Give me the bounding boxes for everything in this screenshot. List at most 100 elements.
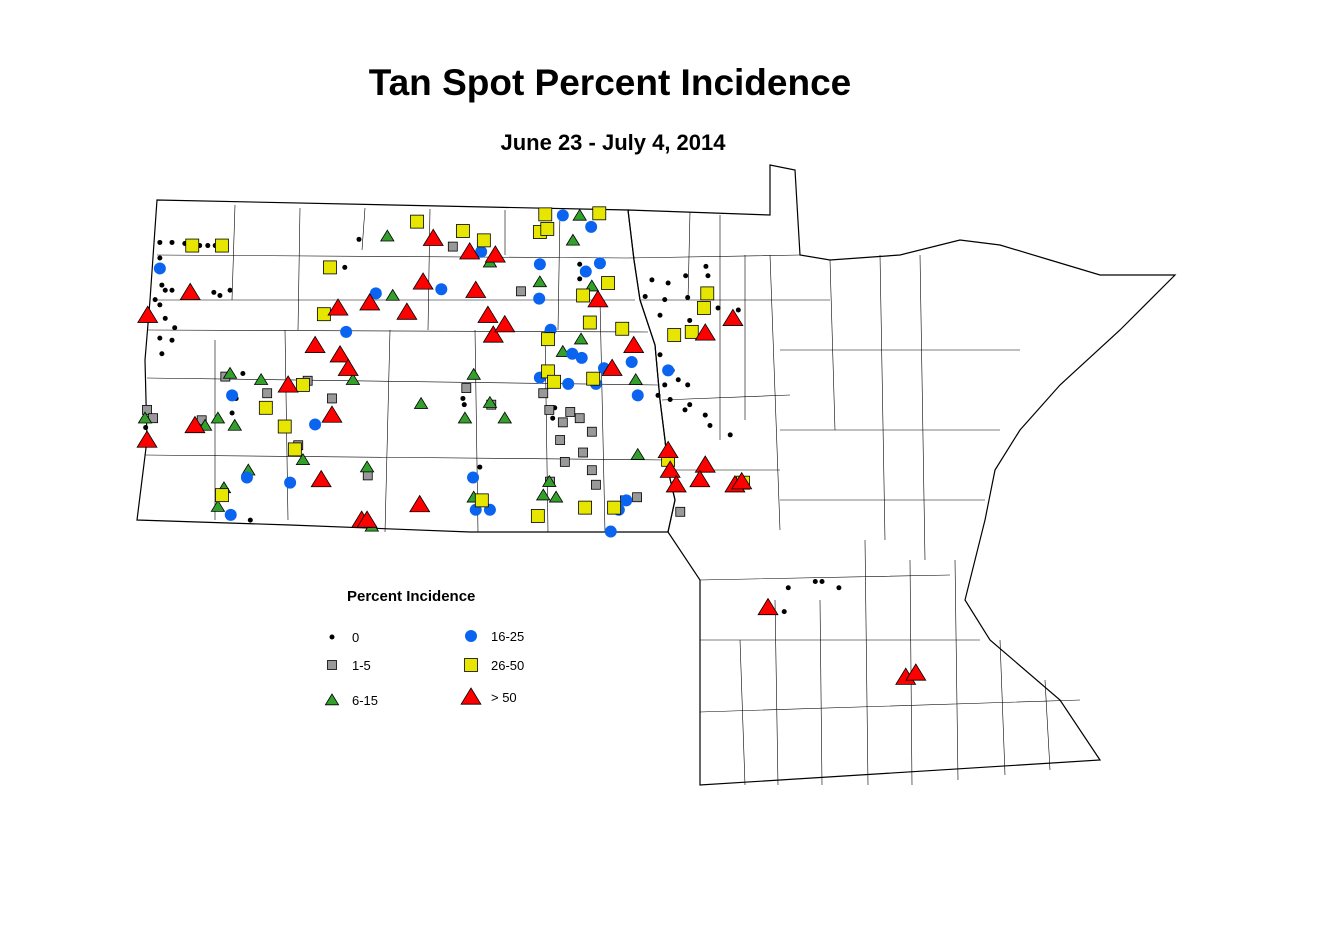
marker-c4 <box>684 324 699 339</box>
legend: Percent Incidence 0 1-5 6-15 16-25 26-50 > 50 <box>324 588 524 708</box>
incidence-markers <box>136 206 927 685</box>
marker-c5 <box>277 375 299 393</box>
marker-c4 <box>287 442 302 457</box>
marker-c1 <box>262 388 273 399</box>
marker-c4 <box>410 214 424 229</box>
marker-c4 <box>667 328 682 342</box>
marker-c5 <box>601 358 623 376</box>
marker-c0 <box>205 243 211 249</box>
marker-c0 <box>227 287 233 293</box>
marker-c5 <box>310 469 332 488</box>
marker-c1 <box>574 413 585 424</box>
marker-c5 <box>356 510 378 528</box>
marker-c3 <box>309 418 322 431</box>
marker-c1 <box>675 506 686 517</box>
marker-c3 <box>467 471 480 484</box>
marker-c3 <box>533 258 546 271</box>
marker-c0 <box>577 276 583 282</box>
marker-c5 <box>689 469 711 488</box>
marker-c0 <box>577 261 583 267</box>
marker-c1 <box>447 241 458 252</box>
marker-c5 <box>694 455 716 473</box>
marker-c3 <box>153 262 166 275</box>
marker-c3 <box>579 265 592 278</box>
marker-c0 <box>152 297 158 303</box>
marker-c0 <box>836 585 842 591</box>
minnesota-outline <box>627 164 1177 786</box>
marker-c4 <box>185 238 200 253</box>
marker-c4 <box>277 419 292 434</box>
marker-c0 <box>727 432 733 438</box>
marker-c2 <box>359 460 375 473</box>
marker-c0 <box>662 297 668 303</box>
marker-c5 <box>409 494 431 513</box>
marker-c2 <box>548 490 564 503</box>
marker-c2 <box>385 288 401 301</box>
marker-c0 <box>342 264 348 270</box>
marker-c0 <box>240 370 246 376</box>
marker-c2 <box>573 332 589 345</box>
marker-c2 <box>628 372 644 385</box>
marker-c1 <box>632 492 642 503</box>
marker-c0 <box>211 289 217 295</box>
marker-c2 <box>253 372 269 385</box>
marker-c0 <box>159 282 165 288</box>
marker-c5 <box>412 272 434 290</box>
marker-c0 <box>683 273 689 279</box>
marker-c5 <box>722 308 744 326</box>
marker-c0 <box>642 294 648 300</box>
marker-c0 <box>819 578 825 584</box>
marker-c1 <box>578 447 588 458</box>
marker-c0 <box>157 302 163 308</box>
marker-c0 <box>655 392 661 398</box>
marker-c2 <box>542 474 557 487</box>
marker-c4 <box>700 286 715 301</box>
marker-c5 <box>179 282 201 300</box>
marker-c1 <box>565 407 576 417</box>
marker-c0 <box>159 351 165 357</box>
marker-c0 <box>735 307 741 313</box>
marker-c0 <box>781 609 787 615</box>
marker-c4 <box>215 488 229 503</box>
marker-c3 <box>566 347 579 360</box>
marker-c1 <box>557 417 568 428</box>
marker-c5 <box>731 471 753 490</box>
legend-label: 1-5 <box>352 658 371 673</box>
marker-c0 <box>703 263 709 269</box>
legend-symbol-c0 <box>329 634 335 640</box>
marker-c1 <box>555 435 566 445</box>
marker-c5 <box>665 474 687 493</box>
marker-c5 <box>659 460 681 478</box>
marker-c1 <box>544 404 555 415</box>
marker-c1 <box>516 286 526 297</box>
marker-c2 <box>482 395 498 408</box>
marker-c5 <box>396 302 418 320</box>
marker-c5 <box>623 335 645 354</box>
marker-c0 <box>685 382 691 388</box>
marker-c4 <box>578 500 592 515</box>
marker-c2 <box>210 411 226 424</box>
marker-c4 <box>476 233 491 248</box>
marker-c0 <box>702 412 708 418</box>
marker-c3 <box>226 389 239 402</box>
marker-c2 <box>535 488 551 501</box>
marker-c2 <box>380 229 395 242</box>
marker-c0 <box>657 312 663 318</box>
marker-c3 <box>475 245 488 258</box>
marker-c4 <box>540 222 555 236</box>
marker-c2 <box>565 233 581 246</box>
marker-c3 <box>556 209 569 222</box>
marker-c0 <box>707 422 713 428</box>
marker-c3 <box>620 494 633 507</box>
legend-title: Percent Incidence <box>347 588 475 605</box>
legend-symbol-c1 <box>327 660 337 670</box>
marker-c0 <box>172 325 178 331</box>
marker-c0 <box>662 382 668 388</box>
marker-c4 <box>615 321 630 336</box>
marker-c2 <box>227 418 243 431</box>
marker-c0 <box>785 585 791 591</box>
marker-c3 <box>369 287 382 300</box>
marker-c5 <box>905 663 927 681</box>
marker-c3 <box>604 525 617 538</box>
marker-c2 <box>210 499 226 512</box>
